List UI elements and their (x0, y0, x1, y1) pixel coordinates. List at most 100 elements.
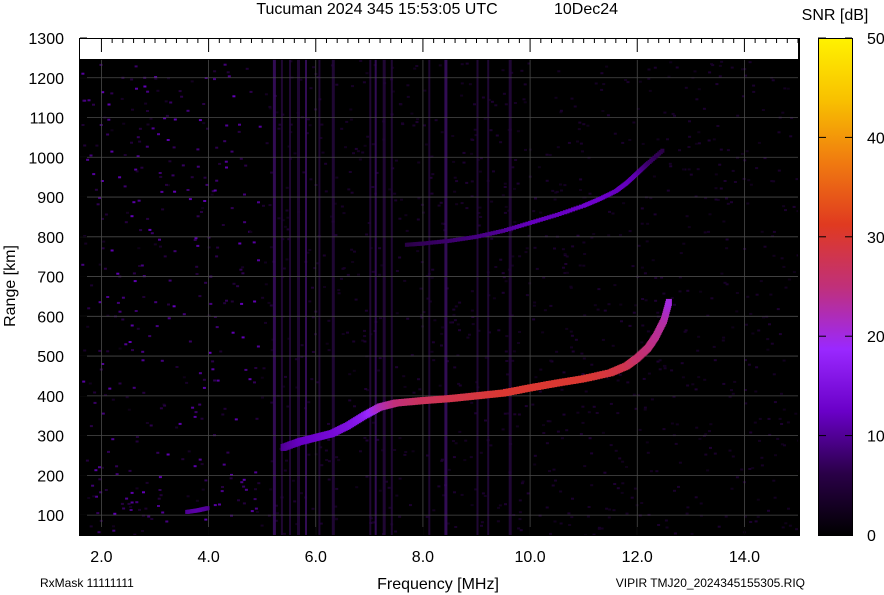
noise-pixel (613, 132, 617, 135)
echo-point (423, 241, 428, 246)
noise-pixel (638, 428, 642, 431)
noise-pixel (91, 484, 95, 487)
noise-pixel (118, 382, 122, 385)
noise-pixel (277, 127, 281, 130)
noise-pixel (398, 217, 402, 220)
noise-pixel (710, 63, 713, 65)
noise-pixel (139, 229, 143, 232)
noise-pixel (299, 78, 303, 81)
noise-pixel (726, 149, 730, 152)
noise-pixel (515, 425, 519, 428)
noise-pixel (335, 487, 339, 490)
noise-pixel (118, 310, 122, 313)
noise-pixel (607, 303, 611, 306)
noise-pixel (223, 140, 227, 143)
x-tick-label: 14.0 (729, 549, 760, 566)
noise-pixel (85, 459, 89, 462)
noise-pixel (641, 142, 645, 145)
noise-pixel (706, 314, 710, 317)
noise-pixel (523, 83, 527, 86)
noise-pixel (300, 492, 303, 495)
noise-pixel (762, 316, 765, 319)
noise-pixel (327, 349, 331, 352)
noise-pixel (787, 507, 790, 510)
echo-point (520, 223, 525, 228)
noise-pixel (632, 393, 636, 396)
noise-pixel (278, 123, 282, 126)
noise-pixel (132, 272, 136, 275)
noise-pixel (302, 171, 306, 174)
noise-pixel (525, 247, 529, 250)
noise-pixel (207, 236, 211, 239)
noise-pixel (222, 463, 226, 466)
noise-pixel (772, 180, 776, 183)
noise-pixel (533, 463, 537, 466)
noise-pixel (365, 475, 369, 478)
noise-pixel (462, 151, 466, 154)
noise-pixel (541, 331, 545, 334)
echo-point (442, 239, 447, 244)
noise-pixel (781, 111, 785, 114)
noise-pixel (731, 326, 735, 329)
noise-pixel (196, 165, 200, 168)
noise-pixel (138, 508, 141, 511)
noise-pixel (347, 188, 351, 191)
noise-pixel (113, 512, 117, 515)
noise-pixel (532, 318, 536, 321)
noise-pixel (650, 398, 654, 401)
noise-pixel (643, 406, 647, 409)
noise-pixel (375, 171, 379, 174)
noise-pixel (774, 454, 777, 457)
noise-pixel (512, 350, 516, 353)
noise-pixel (568, 524, 572, 526)
noise-pixel (281, 219, 285, 222)
interference-stripe (297, 59, 300, 535)
noise-pixel (200, 211, 203, 213)
noise-pixel (106, 350, 110, 353)
noise-pixel (653, 213, 657, 216)
noise-pixel (710, 297, 714, 300)
noise-pixel (570, 334, 574, 337)
noise-pixel (221, 224, 225, 226)
echo-point (439, 239, 444, 244)
y-axis-ticks: 100 200 300 400 500 600 700 800 900 1000 1100 1200 1… (28, 31, 87, 525)
noise-pixel (130, 491, 134, 494)
noise-pixel (795, 178, 798, 181)
noise-pixel (213, 189, 217, 192)
noise-pixel (780, 392, 783, 395)
noise-pixel (428, 300, 432, 303)
noise-pixel (570, 516, 574, 519)
noise-pixel (511, 166, 515, 169)
noise-pixel (746, 202, 750, 205)
noise-pixel (335, 83, 339, 86)
interference-stripe (428, 59, 431, 535)
noise-pixel (256, 345, 260, 348)
noise-pixel (311, 351, 315, 353)
noise-pixel (101, 363, 105, 365)
noise-pixel (120, 502, 124, 505)
noise-pixel (680, 362, 684, 365)
noise-pixel (578, 121, 582, 124)
noise-pixel (207, 314, 211, 317)
noise-pixel (673, 303, 676, 306)
noise-pixel (269, 488, 273, 491)
echo-point (560, 211, 565, 216)
noise-pixel (542, 276, 546, 279)
noise-pixel (647, 77, 651, 80)
noise-pixel (460, 63, 464, 66)
noise-pixel (570, 97, 574, 100)
noise-pixel (730, 487, 734, 490)
noise-pixel (535, 267, 539, 270)
noise-pixel (497, 329, 501, 332)
noise-pixel (362, 81, 366, 84)
noise-pixel (142, 491, 145, 494)
noise-pixel (293, 500, 297, 503)
noise-pixel (533, 454, 537, 457)
noise-pixel (334, 234, 338, 237)
noise-pixel (230, 514, 233, 517)
echo-point (530, 220, 535, 225)
noise-pixel (97, 531, 101, 534)
noise-pixel (682, 242, 686, 245)
noise-pixel (167, 184, 170, 187)
noise-pixel (569, 285, 573, 288)
